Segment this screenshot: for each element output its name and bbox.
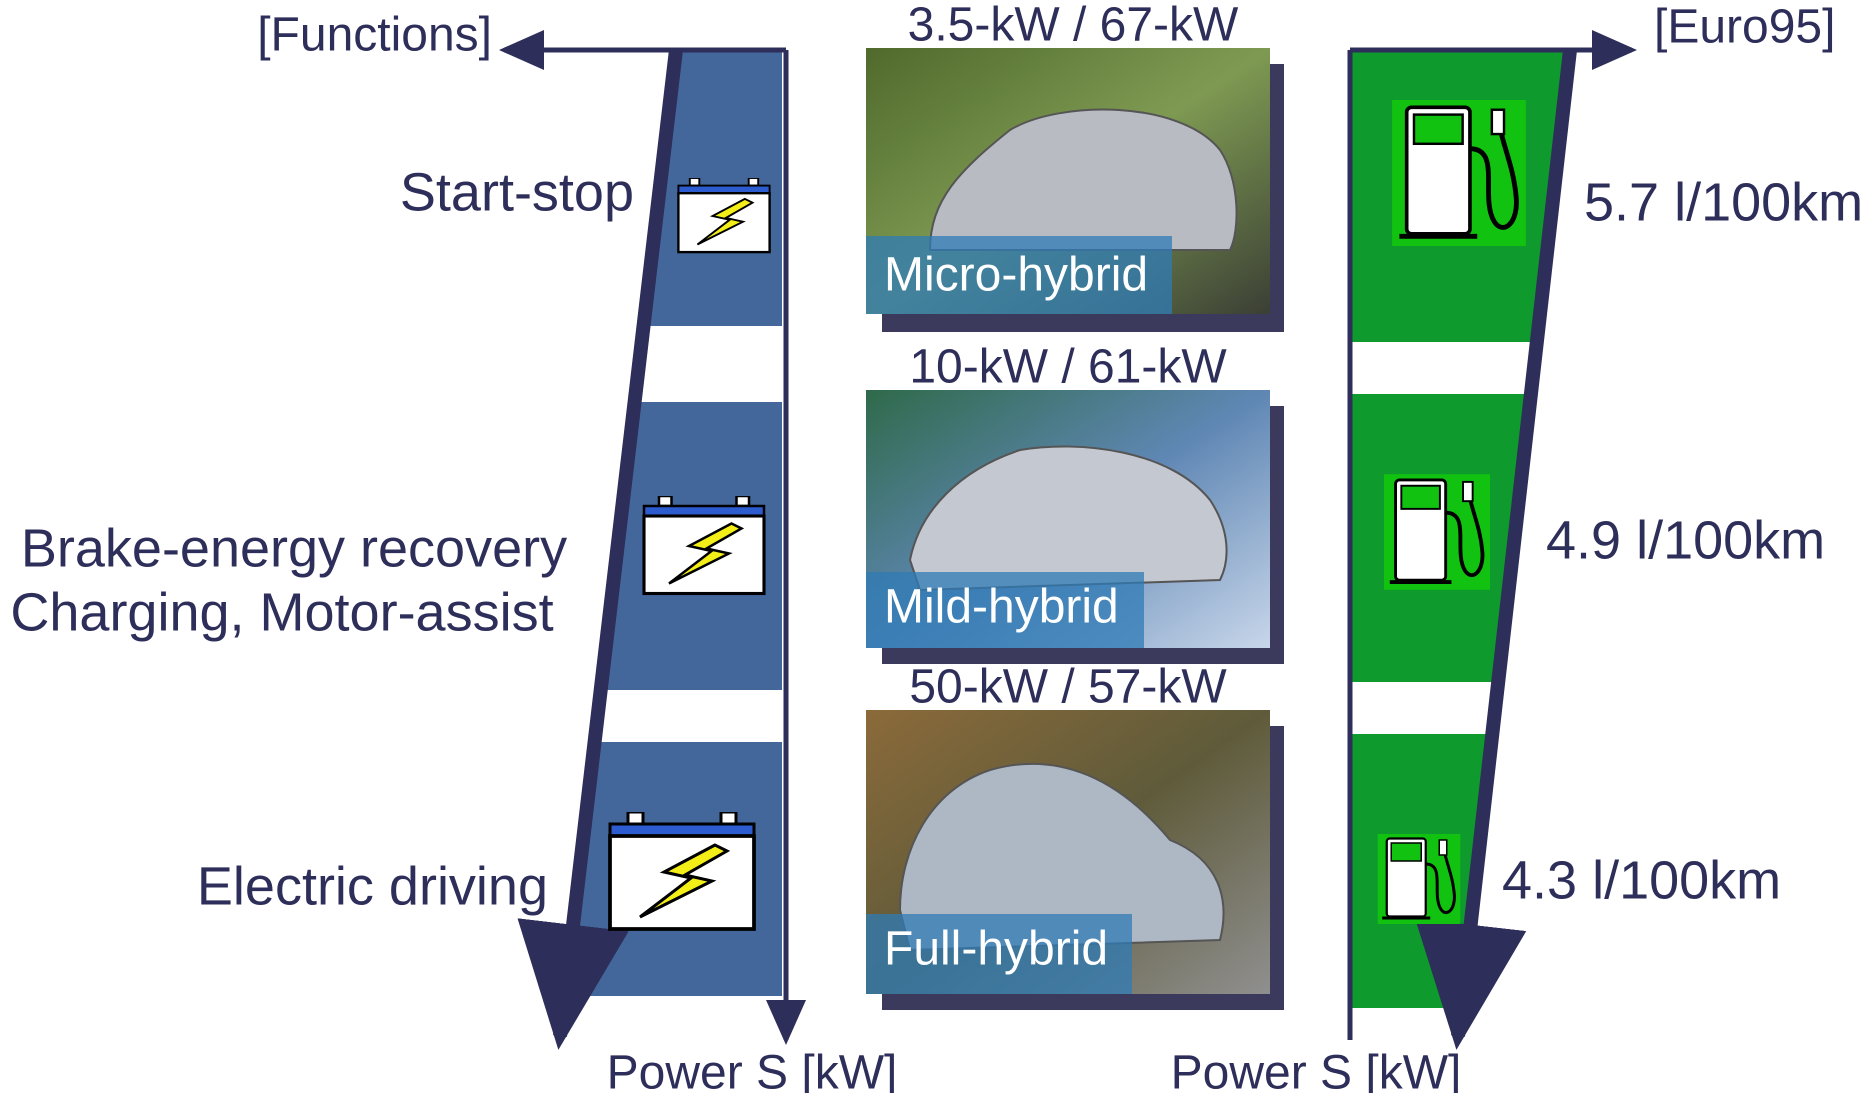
car-label: Full-hybrid (884, 923, 1108, 976)
car-label: Micro-hybrid (884, 249, 1148, 302)
battery-icon (608, 812, 756, 931)
battery-icon (677, 178, 771, 254)
consumption-label: 5.7 l/100km (1584, 172, 1863, 232)
pump-icon (1384, 474, 1490, 590)
functions-band (499, 30, 806, 1050)
consumption-label: 4.3 l/100km (1502, 850, 1781, 910)
bottom-axis-label: Power S [kW] (607, 1047, 898, 1093)
function-label: Brake-energy recovery (21, 518, 567, 578)
car-power: 50-kW / 57-kW (909, 661, 1227, 714)
battery-icon (642, 496, 766, 596)
right-axis-label: [Euro95] (1654, 1, 1835, 54)
function-label: Charging, Motor-assist (10, 582, 553, 642)
bottom-axis-label: Power S [kW] (1171, 1047, 1462, 1093)
pump-icon (1392, 100, 1526, 246)
car-photos (866, 48, 1284, 1010)
left-axis-label: [Functions] (257, 9, 492, 62)
consumption-band (1347, 30, 1637, 1050)
consumption-label: 4.9 l/100km (1546, 510, 1825, 570)
car-power: 10-kW / 61-kW (909, 341, 1227, 394)
car-label: Mild-hybrid (884, 581, 1119, 634)
pump-icon (1376, 834, 1462, 924)
car-power: 3.5-kW / 67-kW (908, 0, 1239, 52)
function-label: Start-stop (400, 162, 634, 222)
function-label: Electric driving (197, 856, 548, 916)
